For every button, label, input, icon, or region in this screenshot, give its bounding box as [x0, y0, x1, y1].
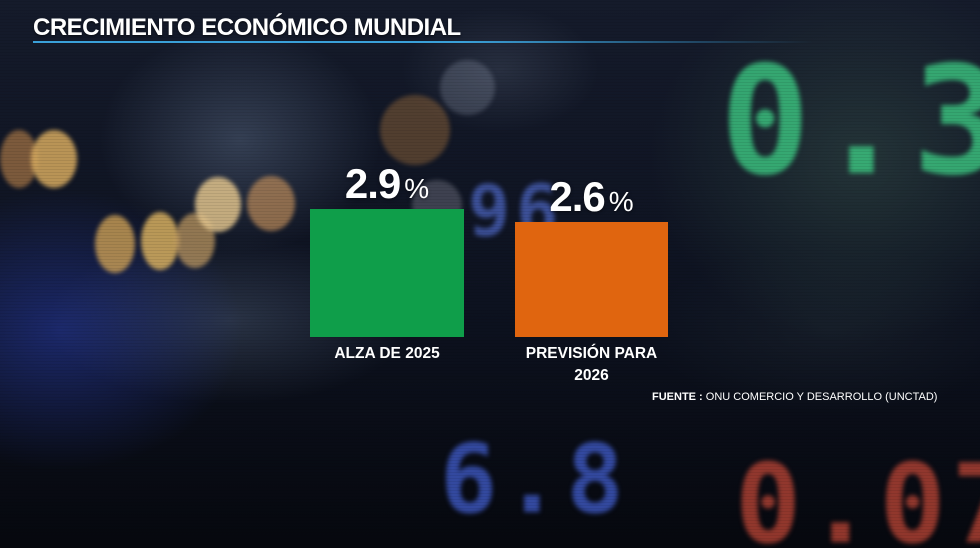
- bokeh-light: [95, 215, 135, 273]
- led-number-green: 0.36: [720, 35, 980, 209]
- bokeh-light: [195, 177, 241, 232]
- bokeh-light: [141, 212, 179, 270]
- bar-2025: [310, 209, 464, 337]
- value-number: 2.9: [344, 160, 401, 207]
- chart-title: CRECIMIENTO ECONÓMICO MUNDIAL: [33, 14, 461, 41]
- led-number-blue: 6.8: [440, 425, 630, 535]
- source-label: FUENTE :: [652, 391, 703, 403]
- label-line: PREVISIÓN PARA: [525, 345, 658, 362]
- value-number: 2.6: [549, 173, 605, 220]
- value-unit: %: [608, 186, 634, 217]
- bar-2026: [515, 222, 668, 337]
- bar-value-2026: 2.6%: [515, 173, 668, 221]
- bar-value-2025: 2.9%: [310, 160, 464, 208]
- bokeh-light: [31, 130, 77, 188]
- value-unit: %: [404, 173, 430, 204]
- led-number-red: 0.07: [735, 440, 980, 548]
- bokeh-light: [380, 95, 450, 165]
- title-underline: [33, 41, 813, 43]
- bokeh-light: [440, 60, 495, 115]
- source-text: ONU COMERCIO Y DESARROLLO (UNCTAD): [705, 391, 938, 403]
- source-note: FUENTE : ONU COMERCIO Y DESARROLLO (UNCT…: [652, 391, 937, 403]
- label-line: 2026: [574, 367, 609, 384]
- label-line: ALZA DE 2025: [334, 345, 440, 362]
- bar-label-2025: ALZA DE 2025: [295, 343, 479, 365]
- bokeh-light: [247, 176, 295, 231]
- bar-label-2026: PREVISIÓN PARA 2026: [496, 343, 687, 387]
